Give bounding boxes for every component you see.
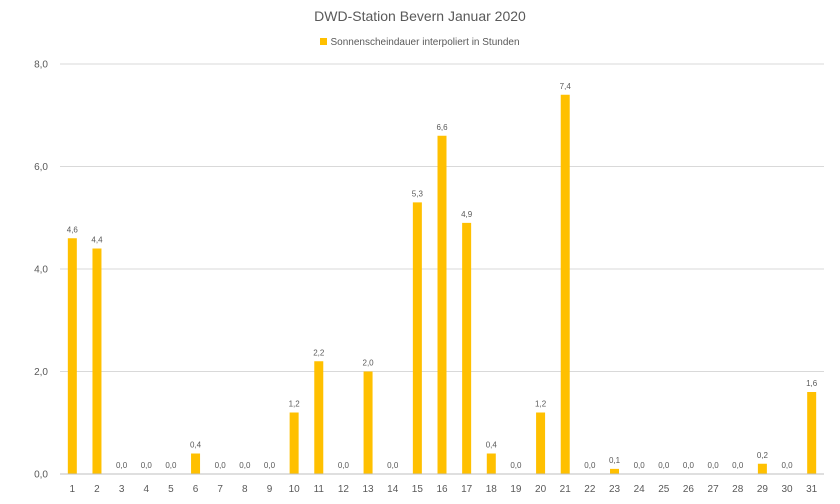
x-tick-label: 1 — [70, 484, 76, 495]
x-tick-label: 14 — [387, 484, 399, 495]
data-label: 0,0 — [338, 461, 350, 470]
bar — [536, 412, 546, 474]
bar — [560, 94, 570, 474]
data-label: 4,9 — [461, 210, 473, 219]
x-tick-label: 15 — [412, 484, 424, 495]
data-label: 0,0 — [387, 461, 399, 470]
data-label: 0,4 — [190, 441, 202, 450]
chart-title: DWD-Station Bevern Januar 2020 — [314, 8, 526, 24]
data-label: 0,0 — [683, 461, 695, 470]
x-tick-label: 23 — [609, 484, 621, 495]
data-label: 4,4 — [91, 236, 103, 245]
legend-swatch — [320, 37, 328, 45]
data-label: 0,0 — [584, 461, 596, 470]
x-tick-label: 13 — [363, 484, 375, 495]
data-label: 0,4 — [486, 441, 498, 450]
data-label: 4,6 — [67, 225, 79, 234]
bar — [807, 392, 817, 474]
data-label: 0,0 — [658, 461, 670, 470]
data-label: 0,0 — [510, 461, 522, 470]
y-tick-label: 4,0 — [34, 265, 48, 276]
x-tick-label: 12 — [338, 484, 350, 495]
x-tick-label: 24 — [634, 484, 646, 495]
x-tick-label: 31 — [806, 484, 818, 495]
x-tick-label: 19 — [510, 484, 522, 495]
x-tick-label: 17 — [461, 484, 473, 495]
x-tick-label: 5 — [168, 484, 174, 495]
data-label: 1,2 — [535, 400, 547, 409]
x-tick-label: 6 — [193, 484, 199, 495]
x-tick-label: 9 — [267, 484, 273, 495]
data-label: 0,0 — [732, 461, 744, 470]
data-label: 0,0 — [781, 461, 793, 470]
x-tick-label: 4 — [143, 484, 149, 495]
y-tick-label: 8,0 — [34, 60, 48, 71]
data-label: 7,4 — [560, 82, 572, 91]
x-tick-label: 7 — [217, 484, 223, 495]
data-label: 1,2 — [289, 400, 301, 409]
bar — [610, 468, 620, 474]
data-label: 0,0 — [141, 461, 153, 470]
bar — [462, 222, 472, 474]
legend: Sonnenscheindauer interpoliert in Stunde… — [0, 37, 840, 48]
bar — [289, 412, 299, 474]
bar — [191, 453, 201, 474]
legend-label: Sonnenscheindauer interpoliert in Stunde… — [330, 37, 520, 48]
x-tick-label: 8 — [242, 484, 248, 495]
x-tick-label: 25 — [658, 484, 670, 495]
x-tick-label: 29 — [757, 484, 769, 495]
data-label: 1,6 — [806, 379, 818, 388]
data-label: 0,0 — [165, 461, 177, 470]
y-tick-label: 0,0 — [34, 470, 48, 481]
data-label: 0,2 — [757, 451, 769, 460]
data-label: 0,0 — [215, 461, 227, 470]
x-tick-label: 2 — [94, 484, 100, 495]
x-tick-label: 16 — [436, 484, 448, 495]
x-tick-label: 30 — [781, 484, 793, 495]
data-label: 0,0 — [239, 461, 251, 470]
bar — [363, 371, 373, 474]
data-label: 0,0 — [634, 461, 646, 470]
x-tick-label: 10 — [289, 484, 301, 495]
bar — [67, 238, 77, 474]
data-label: 0,0 — [708, 461, 720, 470]
bar — [437, 135, 447, 474]
x-tick-label: 22 — [584, 484, 596, 495]
data-label: 2,0 — [363, 359, 375, 368]
x-tick-label: 3 — [119, 484, 125, 495]
data-label: 2,2 — [313, 348, 325, 357]
x-tick-label: 27 — [708, 484, 720, 495]
x-tick-label: 11 — [314, 484, 325, 495]
x-tick-label: 28 — [732, 484, 744, 495]
data-label: 6,6 — [436, 123, 448, 132]
bar — [757, 463, 767, 474]
y-tick-label: 2,0 — [34, 367, 48, 378]
x-tick-label: 26 — [683, 484, 695, 495]
y-tick-label: 6,0 — [34, 162, 48, 173]
x-tick-label: 20 — [535, 484, 547, 495]
data-label: 0,0 — [264, 461, 276, 470]
bar — [486, 453, 496, 474]
data-label: 0,1 — [609, 456, 621, 465]
x-tick-label: 18 — [486, 484, 498, 495]
bar — [412, 202, 422, 474]
bar — [314, 361, 324, 474]
x-tick-label: 21 — [560, 484, 572, 495]
data-label: 0,0 — [116, 461, 128, 470]
data-label: 5,3 — [412, 189, 424, 198]
bar — [92, 248, 102, 474]
